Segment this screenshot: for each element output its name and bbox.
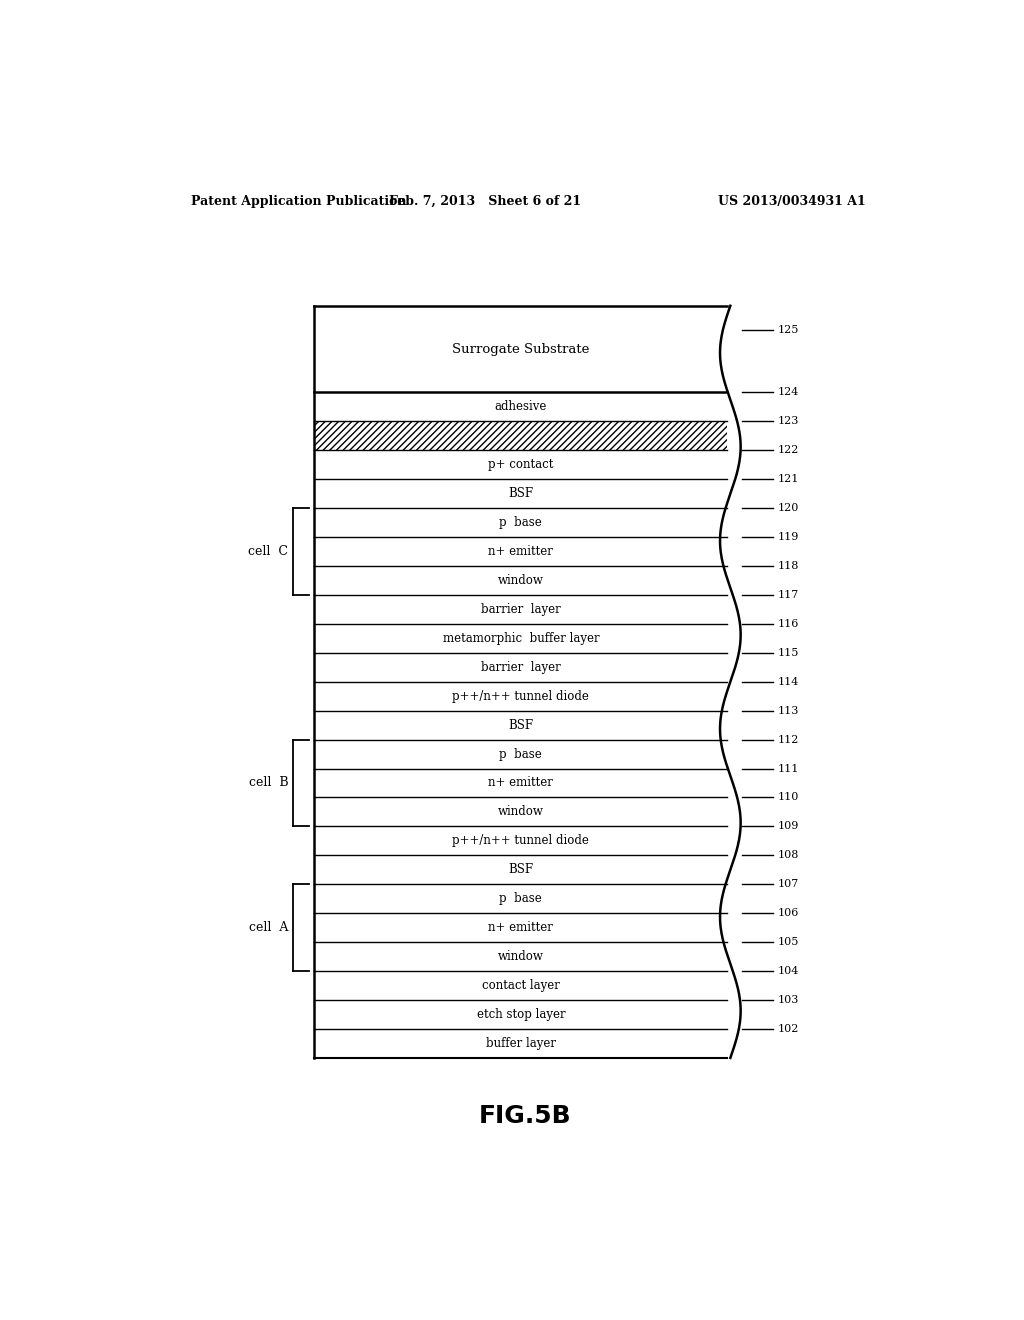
Text: p  base: p base [500, 516, 542, 529]
Text: 109: 109 [777, 821, 799, 832]
Text: p  base: p base [500, 747, 542, 760]
Text: metamorphic  buffer layer: metamorphic buffer layer [442, 632, 599, 644]
Text: 103: 103 [777, 995, 799, 1005]
Text: US 2013/0034931 A1: US 2013/0034931 A1 [718, 194, 866, 207]
Text: 123: 123 [777, 416, 799, 426]
Text: 114: 114 [777, 677, 799, 686]
Text: window: window [498, 805, 544, 818]
Text: buffer layer: buffer layer [485, 1038, 556, 1049]
Text: 125: 125 [777, 325, 799, 335]
Text: 102: 102 [777, 1024, 799, 1034]
Text: 117: 117 [777, 590, 799, 599]
Text: FIG.5B: FIG.5B [478, 1104, 571, 1127]
Text: 107: 107 [777, 879, 799, 890]
Text: 122: 122 [777, 445, 799, 455]
Text: window: window [498, 950, 544, 964]
Text: 111: 111 [777, 763, 799, 774]
Text: n+ emitter: n+ emitter [488, 776, 553, 789]
Text: 119: 119 [777, 532, 799, 543]
Text: window: window [498, 574, 544, 587]
Text: 124: 124 [777, 387, 799, 397]
Text: 105: 105 [777, 937, 799, 948]
Text: n+ emitter: n+ emitter [488, 545, 553, 558]
Text: 121: 121 [777, 474, 799, 484]
Text: 106: 106 [777, 908, 799, 919]
Text: BSF: BSF [508, 863, 534, 876]
Text: contact layer: contact layer [482, 979, 560, 993]
Text: cell  B: cell B [249, 776, 289, 789]
Text: BSF: BSF [508, 487, 534, 500]
Text: 110: 110 [777, 792, 799, 803]
Text: p++/n++ tunnel diode: p++/n++ tunnel diode [453, 834, 589, 847]
Text: 116: 116 [777, 619, 799, 628]
Text: 120: 120 [777, 503, 799, 513]
Text: 115: 115 [777, 648, 799, 657]
Bar [314, 421, 727, 450]
Text: p++/n++ tunnel diode: p++/n++ tunnel diode [453, 689, 589, 702]
Text: barrier  layer: barrier layer [481, 661, 561, 673]
Text: Surrogate Substrate: Surrogate Substrate [453, 342, 590, 355]
Text: 113: 113 [777, 706, 799, 715]
Text: p+ contact: p+ contact [488, 458, 554, 471]
Text: adhesive: adhesive [495, 400, 547, 413]
Text: p  base: p base [500, 892, 542, 906]
Text: Patent Application Publication: Patent Application Publication [191, 194, 407, 207]
Text: cell  A: cell A [249, 921, 289, 935]
Text: 104: 104 [777, 966, 799, 975]
Text: cell  C: cell C [248, 545, 289, 558]
Text: 108: 108 [777, 850, 799, 861]
Text: Feb. 7, 2013   Sheet 6 of 21: Feb. 7, 2013 Sheet 6 of 21 [389, 194, 582, 207]
Text: 118: 118 [777, 561, 799, 572]
Text: BSF: BSF [508, 718, 534, 731]
Text: etch stop layer: etch stop layer [476, 1008, 565, 1020]
Text: 112: 112 [777, 734, 799, 744]
Text: barrier  layer: barrier layer [481, 603, 561, 616]
Text: n+ emitter: n+ emitter [488, 921, 553, 935]
